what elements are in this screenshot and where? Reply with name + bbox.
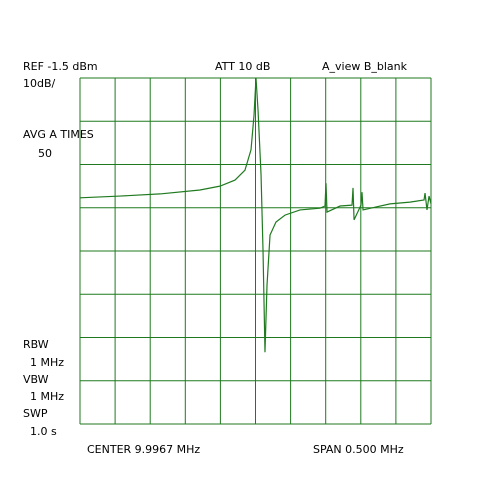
status-label: A_view B_blank [322,60,408,73]
status-label: AVG A TIMES [23,128,94,141]
status-label: 10dB/ [23,77,56,90]
status-label: 1.0 s [30,425,57,438]
status-label: VBW [23,373,49,386]
status-label: REF -1.5 dBm [23,60,98,73]
status-label: RBW [23,338,49,351]
status-label: 50 [38,147,52,160]
status-label: SPAN 0.500 MHz [313,443,404,456]
status-label: CENTER 9.9967 MHz [87,443,200,456]
status-label: ATT 10 dB [215,60,270,73]
status-label: 1 MHz [30,356,64,369]
status-label: SWP [23,407,48,420]
status-label: 1 MHz [30,390,64,403]
trace [79,77,432,353]
